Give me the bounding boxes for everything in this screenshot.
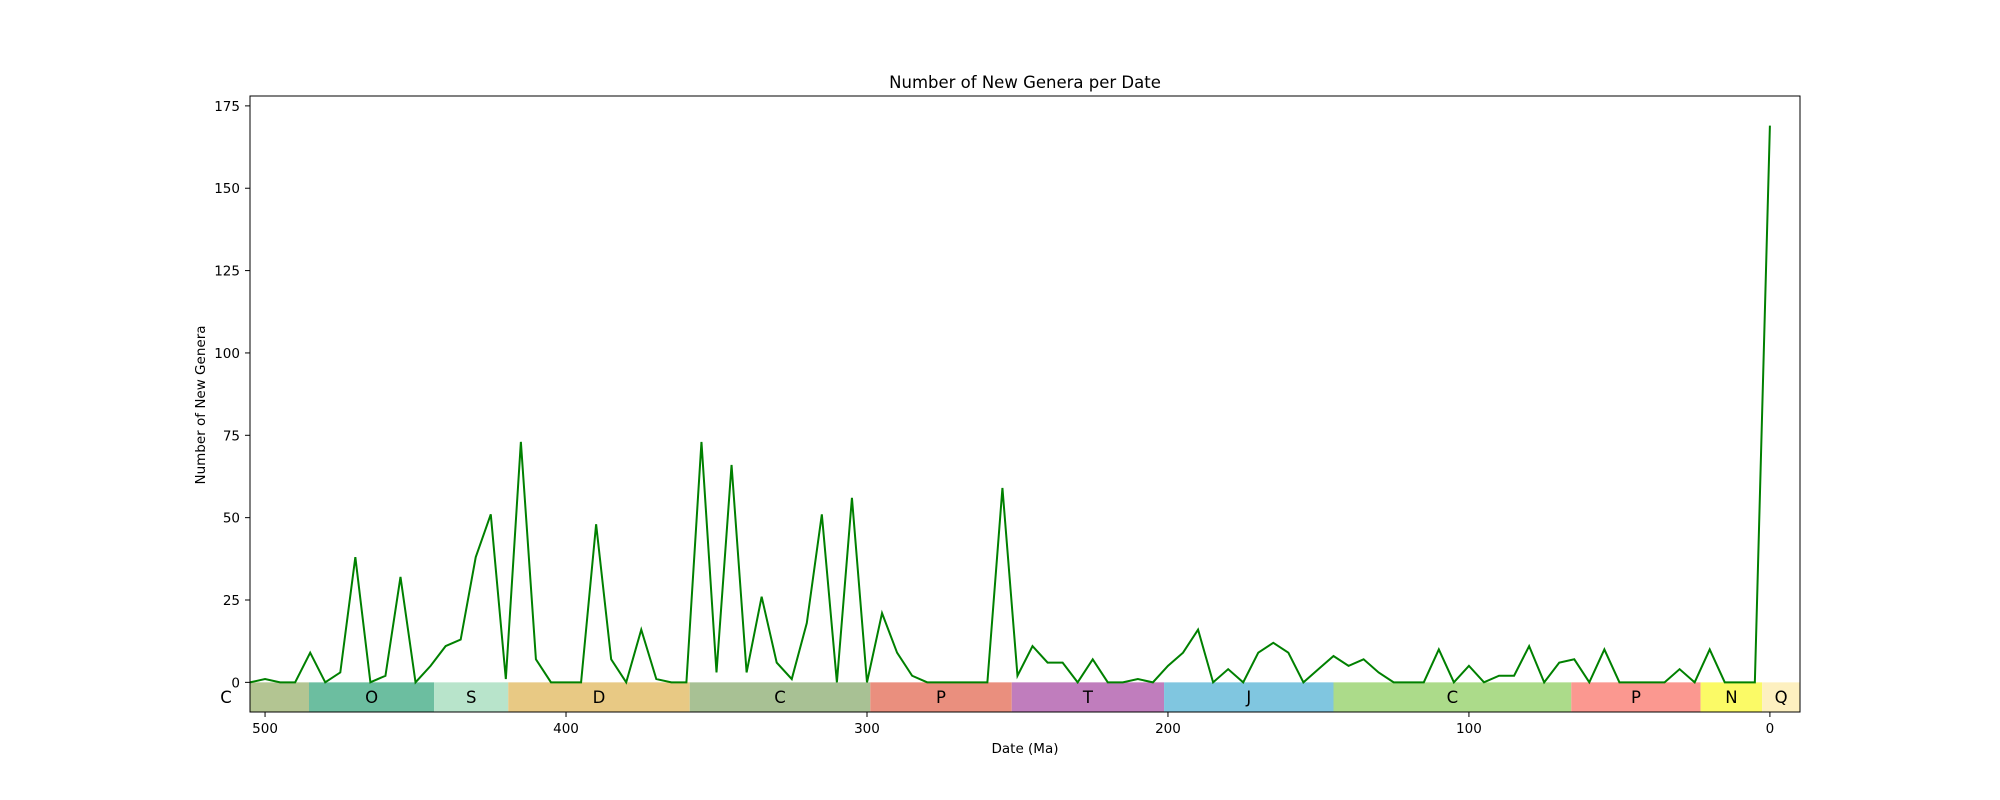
period-label: T bbox=[1082, 688, 1094, 707]
plot-frame bbox=[249, 95, 1801, 713]
period-label: P bbox=[936, 688, 946, 707]
period-band bbox=[1164, 682, 1334, 712]
period-band bbox=[1011, 682, 1165, 712]
x-tick-label: 100 bbox=[1456, 721, 1482, 737]
period-label: Q bbox=[1775, 688, 1788, 707]
period-band bbox=[870, 682, 1012, 712]
y-tick-label: 125 bbox=[214, 264, 240, 280]
period-label: N bbox=[1725, 688, 1737, 707]
period-band bbox=[689, 682, 871, 712]
y-tick-label: 150 bbox=[214, 181, 240, 197]
x-tick-label: 200 bbox=[1155, 721, 1181, 737]
axes-layer: 500 400 300 200 100 0 0 25 50 75 100 125 150 175 bbox=[214, 95, 1801, 737]
x-tick-label: 400 bbox=[553, 721, 579, 737]
series-line bbox=[249, 125, 1771, 685]
y-tick-label: 100 bbox=[214, 346, 240, 362]
x-tick-label: 500 bbox=[252, 721, 278, 737]
y-tick-label: 0 bbox=[231, 675, 240, 691]
period-band bbox=[1700, 682, 1763, 712]
period-label: O bbox=[365, 688, 378, 707]
period-band bbox=[508, 682, 690, 712]
y-tick-label: 50 bbox=[223, 511, 240, 527]
period-label: C bbox=[220, 688, 232, 707]
period-label: P bbox=[1631, 688, 1641, 707]
period-band bbox=[308, 682, 435, 712]
x-tick-label: 300 bbox=[854, 721, 880, 737]
period-label: D bbox=[593, 688, 606, 707]
y-axis-title: Number of New Genera bbox=[193, 325, 209, 484]
period-band bbox=[1571, 682, 1701, 712]
x-tick-label: 0 bbox=[1766, 721, 1775, 737]
period-label: J bbox=[1245, 688, 1251, 707]
x-axis-title: Date (Ma) bbox=[991, 741, 1058, 757]
period-label: C bbox=[1447, 688, 1459, 707]
y-tick-label: 75 bbox=[223, 428, 240, 444]
series-layer bbox=[249, 125, 1771, 685]
y-tick-label: 25 bbox=[223, 593, 240, 609]
period-band bbox=[250, 682, 309, 712]
period-band bbox=[434, 682, 509, 712]
y-tick-label: 175 bbox=[214, 99, 240, 115]
period-band bbox=[1762, 682, 1800, 712]
period-label: C bbox=[774, 688, 786, 707]
period-label: S bbox=[466, 688, 476, 707]
period-band bbox=[1333, 682, 1572, 712]
chart-title: Number of New Genera per Date bbox=[889, 73, 1161, 92]
